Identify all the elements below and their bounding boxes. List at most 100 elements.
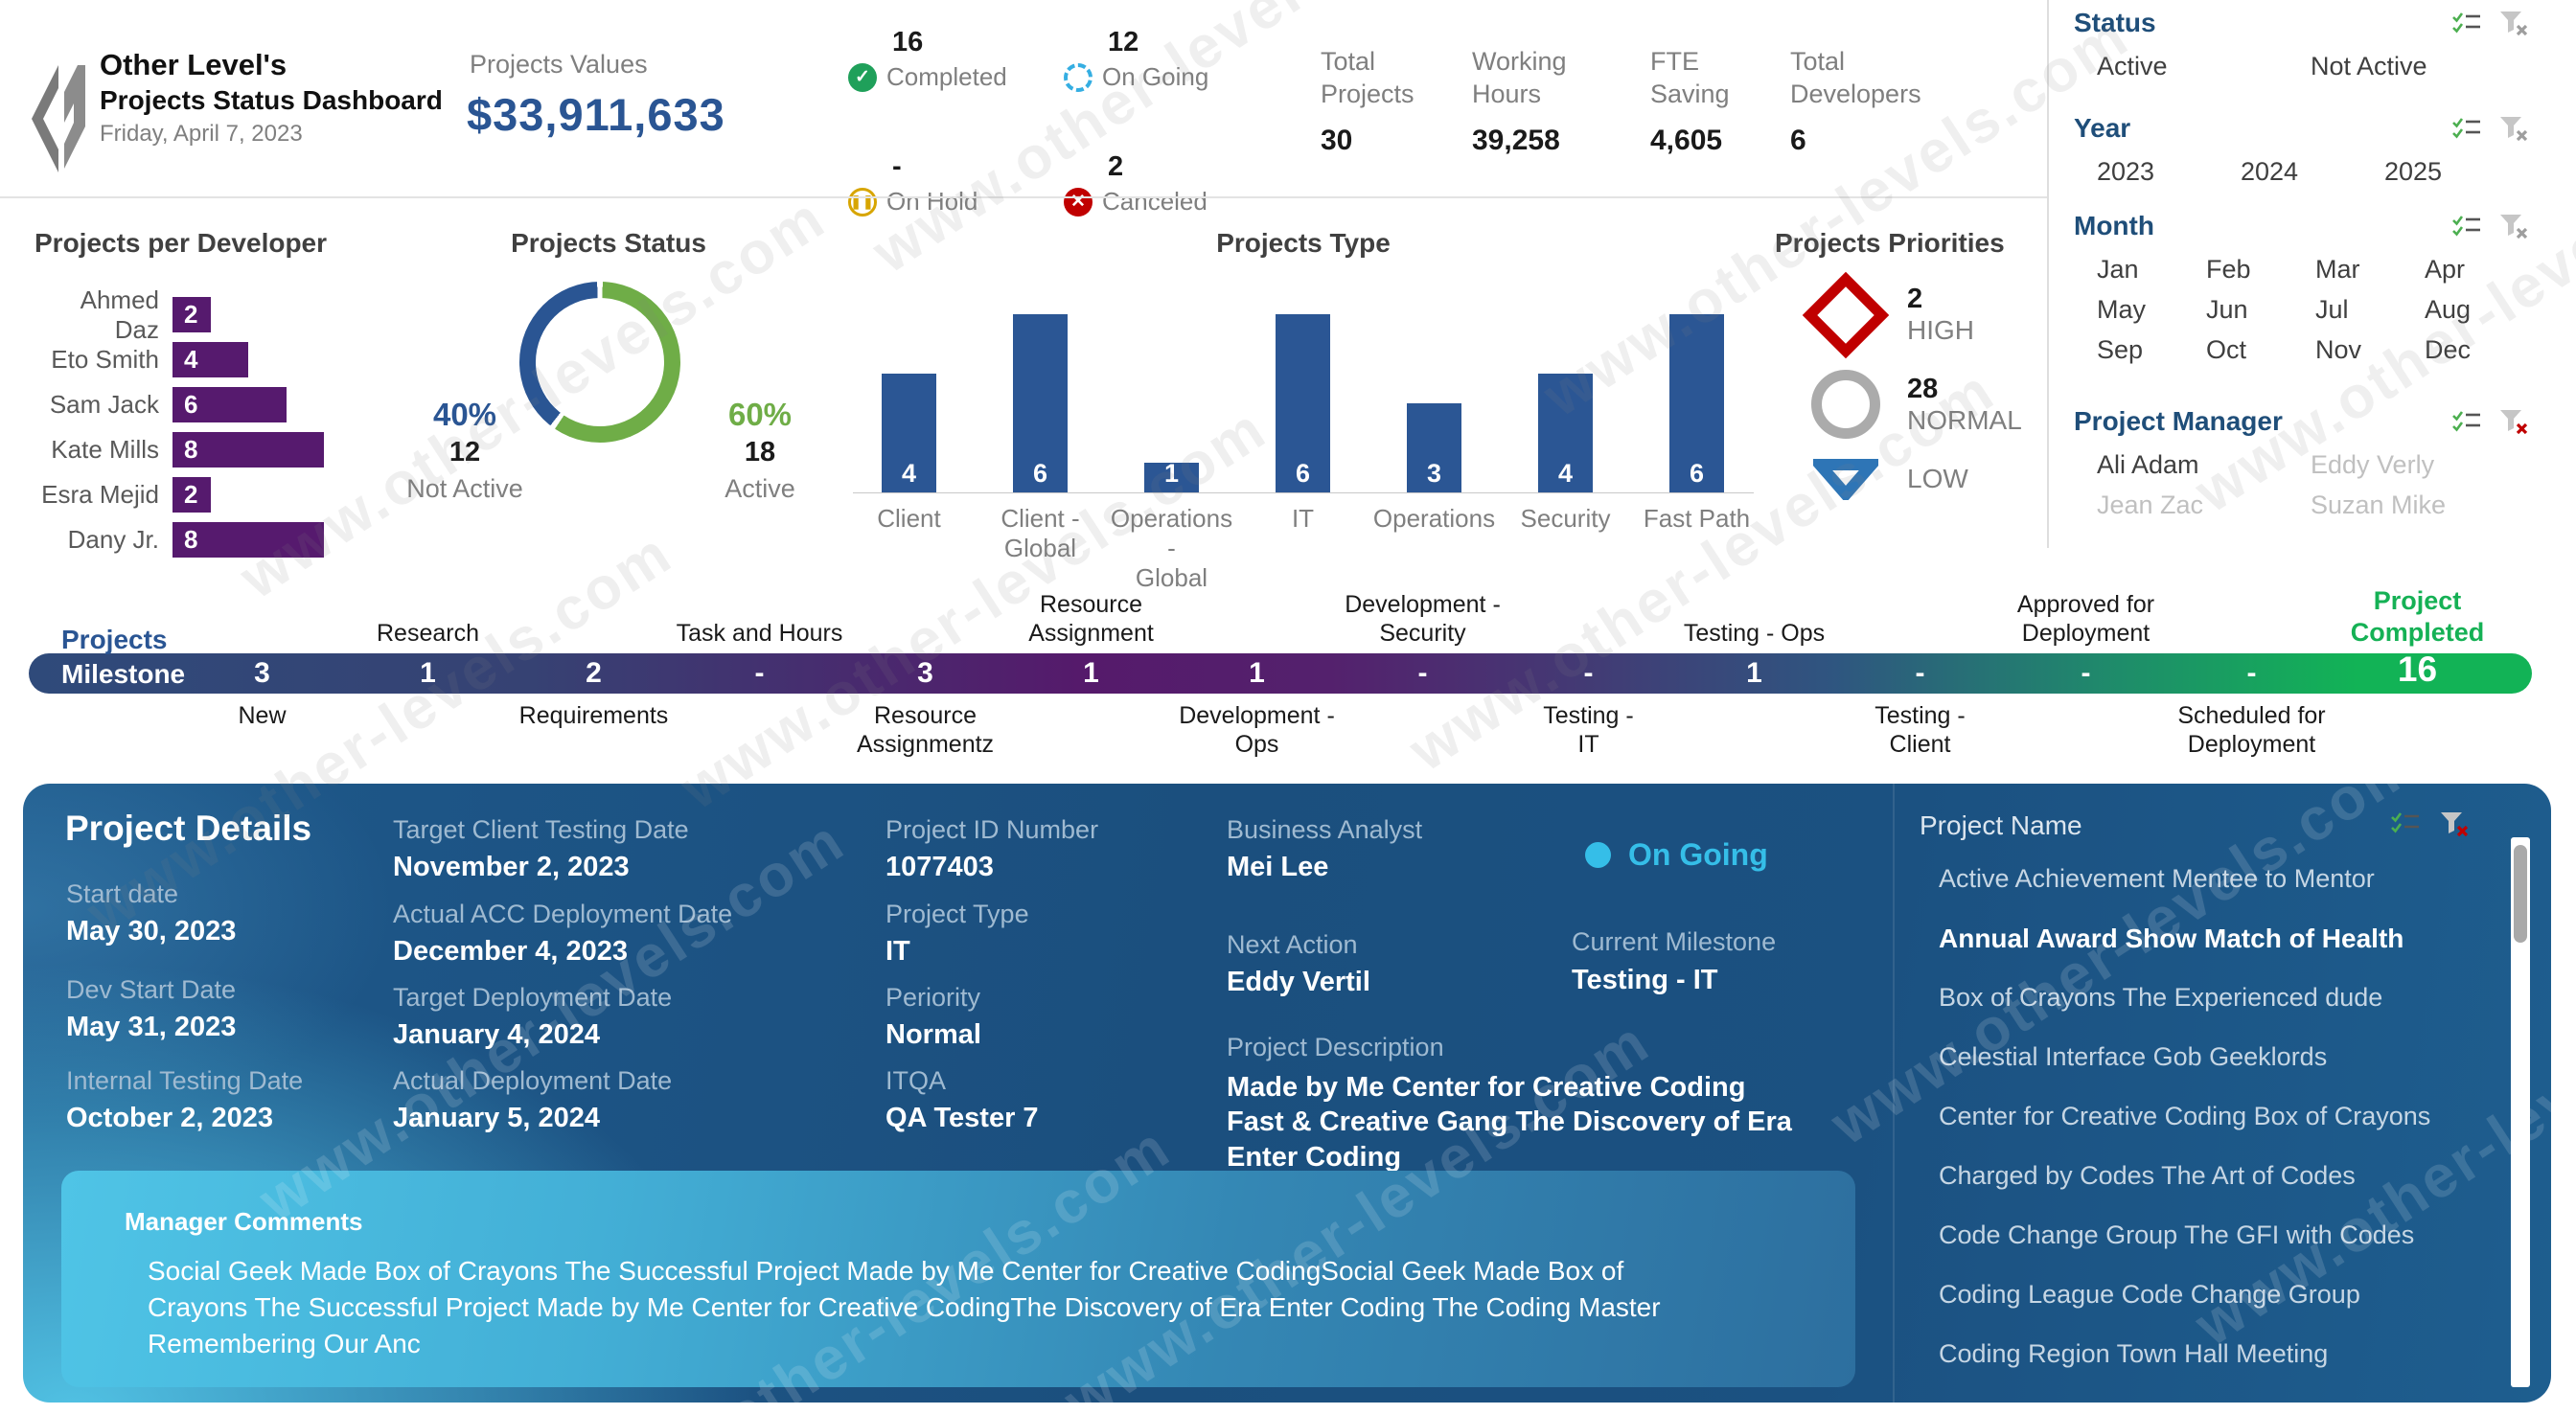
stage-label: Research: [377, 620, 479, 647]
filter-option-eddy-verly[interactable]: Eddy Verly: [2311, 450, 2435, 479]
dev-bar-row: Dany Jr. 8: [34, 522, 475, 558]
page-title: Projects Status Dashboard: [100, 85, 443, 115]
manager-comments-title: Manager Comments: [125, 1207, 363, 1236]
stat-label: FTE Saving: [1650, 47, 1730, 108]
project-list-item[interactable]: Center for Creative Coding Box of Crayon…: [1939, 1102, 2431, 1130]
clear-filter-icon[interactable]: [2438, 810, 2469, 837]
stage-label: Project Completed: [2350, 586, 2485, 647]
filter-option-may[interactable]: May: [2097, 295, 2147, 324]
checklist-icon[interactable]: [2451, 214, 2482, 239]
bar[interactable]: 4: [1538, 374, 1593, 492]
milestone-label-projects: Projects: [61, 625, 168, 654]
bar[interactable]: 8: [172, 522, 324, 558]
field-value: Mei Lee: [1227, 852, 1329, 882]
filter-option-aug[interactable]: Aug: [2425, 295, 2472, 324]
bar[interactable]: 2: [172, 297, 211, 332]
milestone-stage: 2 Requirements: [511, 565, 677, 774]
stage-value: 3: [254, 657, 270, 689]
clear-filter-icon[interactable]: [2497, 408, 2528, 435]
bar[interactable]: 6: [1669, 314, 1724, 492]
field-value: May 30, 2023: [66, 916, 237, 946]
bar[interactable]: 6: [1013, 314, 1068, 492]
stage-value: -: [1417, 657, 1428, 689]
not-active-count: 12: [448, 437, 481, 468]
stage-value: -: [754, 657, 765, 689]
kpi-value: 2: [1108, 151, 1124, 182]
project-list-item[interactable]: Coding League Code Change Group: [1939, 1280, 2360, 1309]
bar[interactable]: 6: [1276, 314, 1330, 492]
filter-option-jan[interactable]: Jan: [2097, 255, 2139, 284]
field-label: Start date: [66, 879, 179, 908]
filter-option-active[interactable]: Active: [2097, 52, 2168, 80]
checklist-icon[interactable]: [2451, 116, 2482, 141]
stage-label: Requirements: [518, 702, 669, 729]
filter-option-jean-zac[interactable]: Jean Zac: [2097, 490, 2204, 519]
bar-value: 6: [1689, 459, 1705, 488]
bar-value: 6: [1295, 459, 1311, 488]
stage-value: -: [2246, 657, 2257, 689]
field-value: May 31, 2023: [66, 1012, 237, 1042]
category-label: IT: [1291, 504, 1315, 533]
checklist-icon[interactable]: [2451, 11, 2482, 35]
checklist-icon[interactable]: [2390, 810, 2421, 835]
developer-name: Esra Mejid: [41, 480, 159, 509]
clear-filter-icon[interactable]: [2497, 115, 2528, 142]
report-date: Friday, April 7, 2023: [100, 121, 303, 147]
stat-label: Working Hours: [1472, 47, 1567, 108]
project-list-item[interactable]: Coding Region Town Hall Meeting: [1939, 1339, 2329, 1368]
project-list-item[interactable]: Annual Award Show Match of Health: [1939, 924, 2404, 953]
filter-option-oct[interactable]: Oct: [2206, 335, 2247, 364]
filter-option-nov[interactable]: Nov: [2315, 335, 2362, 364]
bar[interactable]: 6: [172, 387, 287, 422]
filter-option-not-active[interactable]: Not Active: [2311, 52, 2427, 80]
bar-value: 3: [1426, 459, 1442, 488]
field-value: 1077403: [886, 852, 994, 882]
project-list-item[interactable]: Celestial Interface Gob Geeklords: [1939, 1042, 2328, 1071]
filter-option-jul[interactable]: Jul: [2315, 295, 2349, 324]
field-project-id-number: Project ID Number 1077403: [886, 815, 1098, 883]
project-list-item[interactable]: Active Achievement Mentee to Mentor: [1939, 864, 2375, 893]
bar[interactable]: 2: [172, 477, 211, 513]
milestone-stage: 3 Resource Assignmentz: [842, 565, 1008, 774]
filter-option-jun[interactable]: Jun: [2206, 295, 2248, 324]
filter-option-ali-adam[interactable]: Ali Adam: [2097, 450, 2199, 479]
bar[interactable]: 1: [1144, 459, 1199, 492]
kpi-label: Canceled: [1102, 187, 1208, 216]
clear-filter-icon[interactable]: [2497, 213, 2528, 239]
developer-name: Ahmed Daz: [80, 285, 159, 344]
stage-label: Testing - Client: [1874, 702, 1966, 758]
clear-filter-icon[interactable]: [2497, 10, 2528, 36]
bar[interactable]: 4: [172, 342, 248, 377]
project-list-item[interactable]: Box of Crayons The Experienced dude: [1939, 983, 2383, 1012]
project-list-item[interactable]: Code Change Group The GFI with Codes: [1939, 1220, 2415, 1249]
bar-value: 2: [184, 300, 198, 329]
developer-name: Kate Mills: [51, 435, 159, 464]
milestone-stage: - Testing - Client: [1837, 565, 2003, 774]
filter-option-2023[interactable]: 2023: [2097, 157, 2155, 186]
stat-fte-saving: FTE Saving 4,605: [1650, 46, 1730, 157]
filter-option-feb[interactable]: Feb: [2206, 255, 2251, 284]
filter-option-dec[interactable]: Dec: [2425, 335, 2472, 364]
stage-value: 1: [420, 657, 436, 689]
stage-value: 16: [2397, 650, 2438, 689]
scrollbar-thumb[interactable]: [2514, 845, 2527, 943]
filter-option-mar[interactable]: Mar: [2315, 255, 2360, 284]
triangle-down-icon: [1809, 458, 1882, 500]
not-active-label: Not Active: [406, 474, 523, 503]
bar[interactable]: 8: [172, 432, 324, 468]
filter-option-apr[interactable]: Apr: [2425, 255, 2466, 284]
milestone-stage: 1 Development - Ops: [1174, 565, 1340, 774]
project-list-item[interactable]: Charged by Codes The Art of Codes: [1939, 1161, 2356, 1190]
filter-option-suzan-mike[interactable]: Suzan Mike: [2311, 490, 2447, 519]
filter-option-2024[interactable]: 2024: [2241, 157, 2299, 186]
kpi-value: 16: [892, 27, 924, 57]
status-donut-ring[interactable]: [519, 282, 680, 443]
donut-hole: [536, 298, 664, 426]
bar[interactable]: 4: [882, 374, 936, 492]
checklist-icon[interactable]: [2451, 409, 2482, 434]
filter-option-2025[interactable]: 2025: [2384, 157, 2443, 186]
bar[interactable]: 3: [1407, 403, 1461, 492]
filter-option-sep[interactable]: Sep: [2097, 335, 2144, 364]
scrollbar[interactable]: [2511, 837, 2530, 1387]
